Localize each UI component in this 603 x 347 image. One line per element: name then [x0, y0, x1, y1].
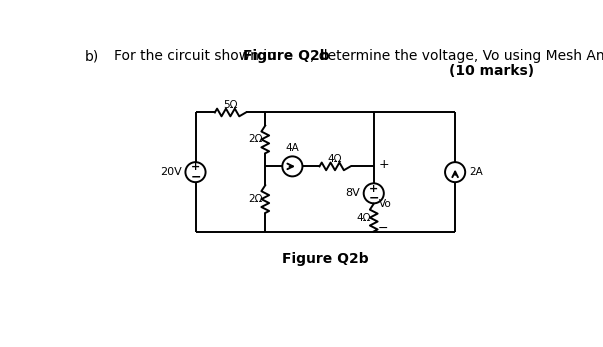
Text: 2Ω: 2Ω [248, 134, 262, 144]
Text: −: − [191, 170, 201, 184]
Text: 5Ω: 5Ω [223, 100, 238, 110]
Text: −: − [368, 192, 379, 205]
Text: 2Ω: 2Ω [248, 194, 262, 204]
Text: +: + [191, 162, 200, 172]
Text: 20V: 20V [160, 167, 182, 177]
Text: +: + [379, 158, 389, 171]
Text: b): b) [84, 49, 99, 64]
Text: , determine the voltage, Vo using Mesh Analysis.: , determine the voltage, Vo using Mesh A… [310, 49, 603, 64]
Text: For the circuit shown in: For the circuit shown in [0, 346, 1, 347]
Text: 2A: 2A [469, 167, 483, 177]
Text: Figure Q2b: Figure Q2b [282, 252, 368, 266]
Text: 4Ω: 4Ω [356, 213, 371, 222]
Text: (10 marks): (10 marks) [449, 64, 534, 78]
Text: Figure Q2b: Figure Q2b [243, 49, 330, 64]
Text: For the circuit shown in: For the circuit shown in [114, 49, 280, 64]
Text: 4A: 4A [285, 143, 299, 153]
Text: 4Ω: 4Ω [328, 154, 343, 164]
Text: 8V: 8V [345, 188, 360, 198]
Text: Vo: Vo [379, 198, 392, 209]
Text: +: + [369, 184, 378, 194]
Text: −: − [377, 221, 388, 235]
